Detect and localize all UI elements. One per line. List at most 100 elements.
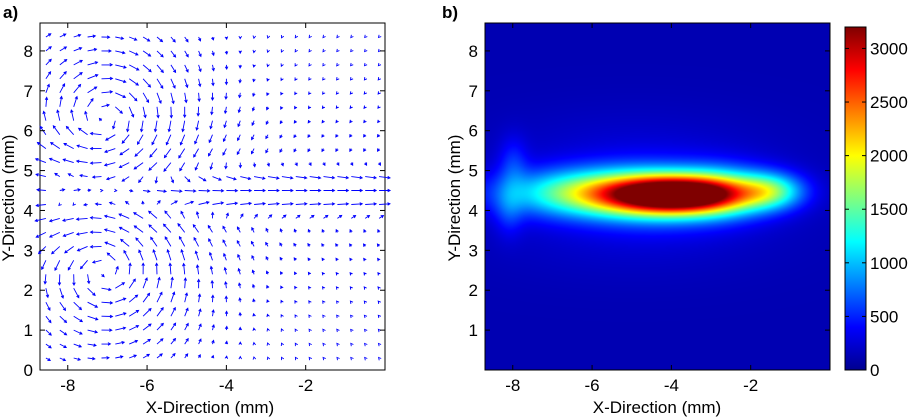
quiver-arrow bbox=[252, 283, 256, 289]
quiver-arrow bbox=[73, 315, 84, 323]
quiver-arrow bbox=[336, 314, 340, 319]
quiver-arrow bbox=[142, 292, 151, 303]
quiver-arrow bbox=[279, 120, 283, 125]
quiver-arrow bbox=[363, 148, 367, 152]
panel-a-label: a) bbox=[3, 3, 18, 22]
quiver-arrow bbox=[294, 285, 298, 290]
quiver-arrow bbox=[162, 223, 172, 233]
quiver-arrow bbox=[238, 297, 242, 303]
quiver-arrow bbox=[87, 34, 97, 38]
y-tick-label: 3 bbox=[469, 241, 478, 260]
quiver-arrow bbox=[51, 246, 61, 255]
quiver-arrow bbox=[351, 175, 364, 180]
quiver-arrow bbox=[114, 106, 123, 114]
quiver-arrow bbox=[377, 91, 381, 95]
quiver-arrow bbox=[59, 288, 65, 299]
quiver-arrow bbox=[198, 323, 202, 331]
colorbar-axis: 0 500 1000 1500 2000 2500 3000 bbox=[845, 39, 908, 380]
quiver-arrow bbox=[65, 125, 75, 135]
quiver-arrow bbox=[266, 162, 271, 168]
panel-b-plot-frame bbox=[484, 22, 831, 371]
quiver-arrow bbox=[184, 64, 189, 73]
quiver-arrow bbox=[194, 250, 200, 261]
quiver-arrow bbox=[73, 95, 78, 107]
y-tick-label: 2 bbox=[469, 281, 478, 300]
quiver-arrow bbox=[321, 105, 326, 110]
x-tick-label: -2 bbox=[743, 376, 758, 395]
quiver-arrow bbox=[280, 299, 284, 304]
quiver-arrow bbox=[59, 315, 68, 324]
quiver-arrow bbox=[170, 92, 175, 105]
quiver-arrow bbox=[294, 105, 298, 110]
quiver-arrow bbox=[307, 257, 311, 261]
quiver-arrow bbox=[210, 279, 214, 289]
quiver-arrow bbox=[377, 148, 381, 153]
quiver-arrow bbox=[156, 50, 164, 58]
quiver-arrow bbox=[265, 120, 269, 125]
quiver-arrow bbox=[114, 265, 119, 275]
quiver-arrow bbox=[322, 342, 326, 347]
quiver-arrow bbox=[184, 353, 189, 359]
quiver-arrow bbox=[115, 297, 127, 303]
quiver-arrow bbox=[377, 228, 381, 233]
quiver-arrow bbox=[281, 188, 294, 193]
quiver-arrow bbox=[153, 120, 158, 133]
quiver-arrow bbox=[251, 254, 255, 261]
quiver-arrow bbox=[210, 92, 215, 101]
quiver-arrow bbox=[72, 274, 76, 287]
quiver-arrow bbox=[48, 157, 60, 164]
quiver-arrow bbox=[209, 120, 213, 130]
quiver-arrow bbox=[266, 63, 270, 68]
quiver-arrow bbox=[293, 242, 297, 247]
quiver-arrow bbox=[156, 276, 161, 289]
quiver-arrow bbox=[363, 228, 367, 233]
quiver-arrow bbox=[265, 148, 269, 154]
quiver-arrow bbox=[364, 356, 368, 361]
quiver-arrow bbox=[133, 162, 144, 170]
quiver-arrow bbox=[35, 173, 47, 178]
quiver-arrow bbox=[254, 176, 266, 180]
quiver-arrow bbox=[335, 243, 339, 247]
quiver-arrow bbox=[118, 226, 130, 233]
x-tick-label: -2 bbox=[298, 376, 313, 395]
quiver-arrow bbox=[308, 300, 312, 304]
quiver-arrow bbox=[280, 271, 284, 275]
quiver-arrow bbox=[156, 78, 164, 90]
quiver-arrow bbox=[87, 188, 92, 193]
quiver-arrow bbox=[156, 322, 164, 331]
quiver-arrow bbox=[108, 201, 116, 205]
quiver-arrow bbox=[351, 188, 364, 193]
panel-b-xlabel: X-Direction (mm) bbox=[593, 398, 721, 417]
quiver-arrow bbox=[251, 269, 255, 275]
quiver-arrow bbox=[350, 162, 354, 167]
quiver-arrow bbox=[196, 278, 201, 289]
quiver-arrow bbox=[34, 157, 47, 164]
quiver-arrow bbox=[267, 188, 280, 193]
quiver-arrow bbox=[196, 106, 200, 117]
quiver-arrow bbox=[321, 243, 325, 247]
quiver-arrow bbox=[364, 48, 368, 53]
quiver-arrow bbox=[156, 92, 162, 104]
quiver-arrow bbox=[350, 328, 354, 333]
quiver-arrow bbox=[87, 74, 99, 80]
quiver-arrow bbox=[323, 214, 329, 219]
quiver-arrow bbox=[280, 63, 284, 68]
quiver-arrow bbox=[73, 329, 83, 335]
y-tick-label: 5 bbox=[24, 162, 33, 181]
x-tick-label: -8 bbox=[60, 376, 75, 395]
quiver-arrow bbox=[101, 356, 110, 360]
quiver-arrow bbox=[295, 214, 301, 219]
quiver-arrow bbox=[294, 314, 298, 318]
quiver-arrow bbox=[321, 148, 325, 153]
quiver-arrow bbox=[73, 301, 83, 311]
quiver-arrow bbox=[238, 64, 242, 69]
quiver-arrow bbox=[280, 91, 284, 96]
quiver-arrow bbox=[86, 274, 91, 285]
quiver-arrow bbox=[156, 199, 161, 205]
quiver-arrow bbox=[321, 257, 325, 262]
quiver-arrow bbox=[70, 109, 75, 121]
quiver-arrow bbox=[236, 148, 241, 156]
quiver-arrow bbox=[156, 353, 163, 359]
quiver-arrow bbox=[198, 50, 202, 58]
